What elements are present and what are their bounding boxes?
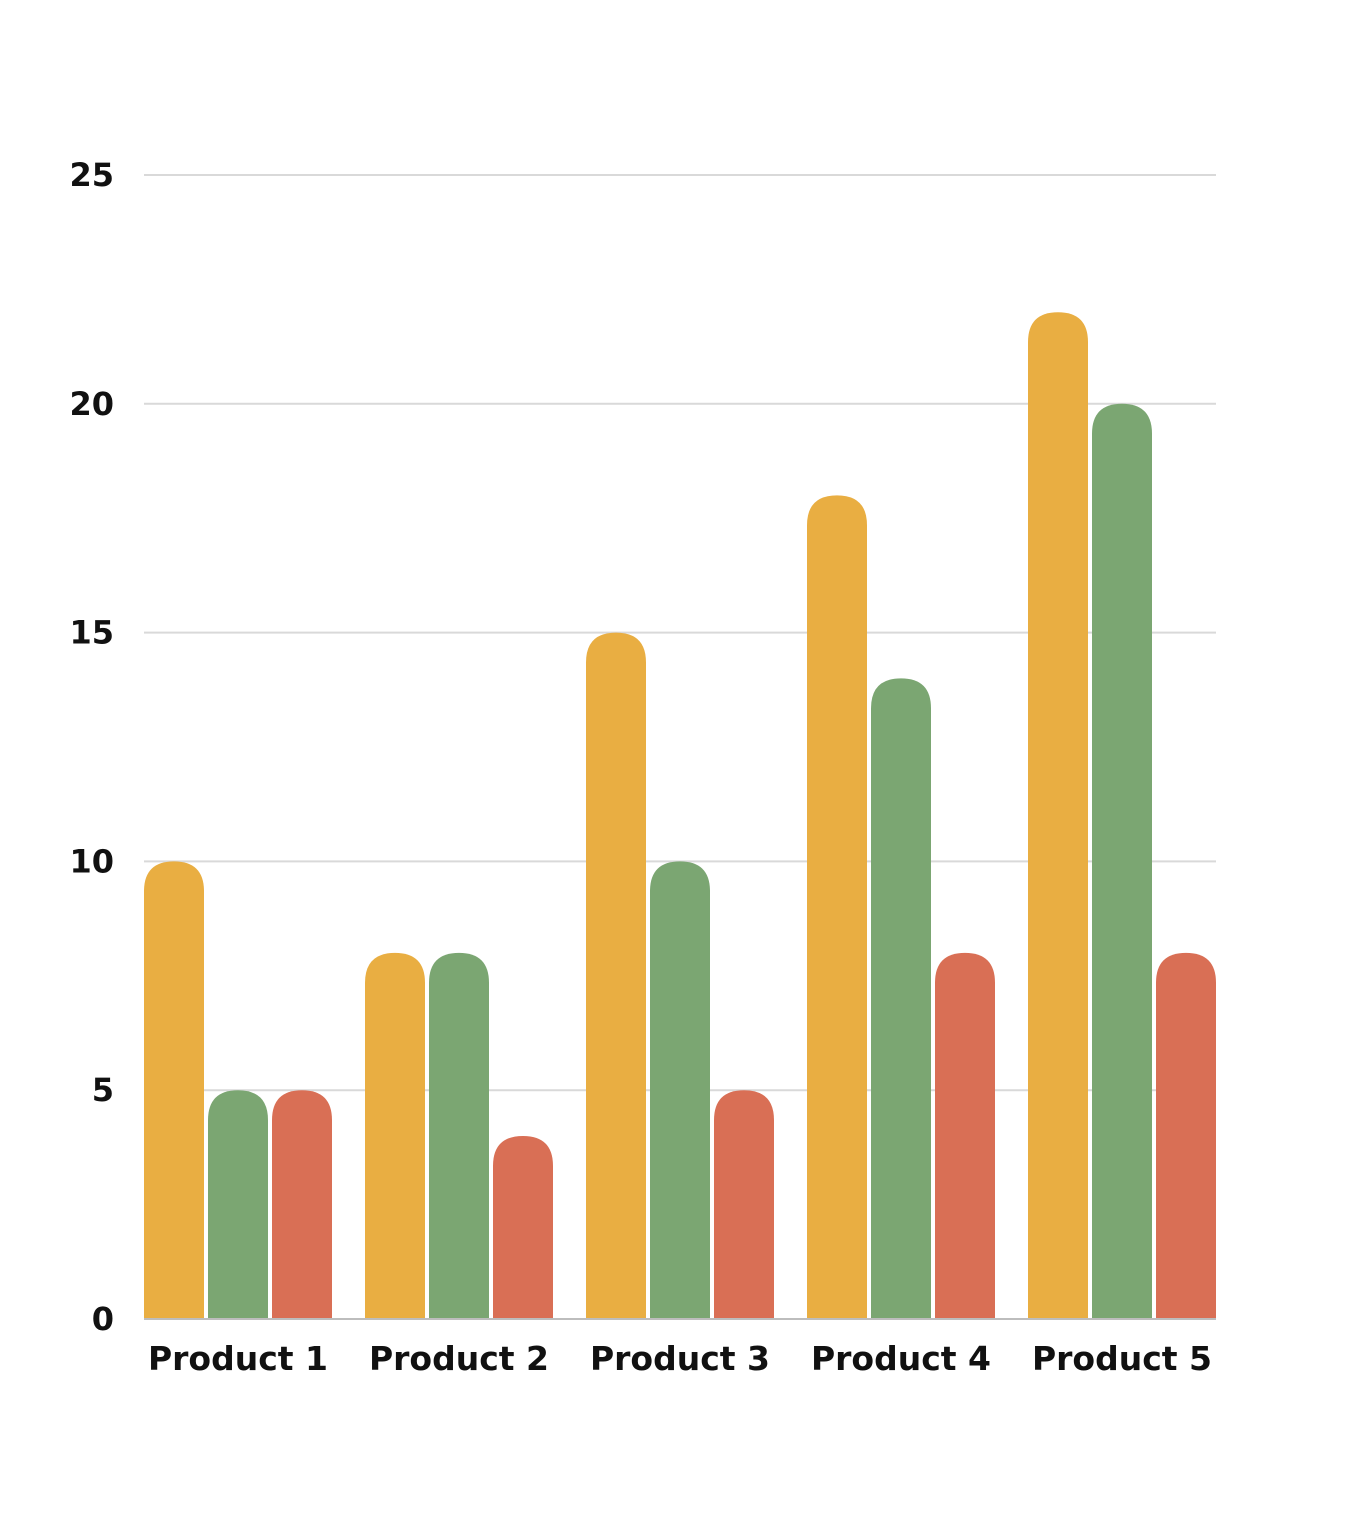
- y-tick-label: 10: [69, 842, 114, 880]
- x-category-label: Product 1: [148, 1339, 328, 1378]
- x-category-label: Product 3: [590, 1339, 770, 1378]
- bar-product-5-series-1: [1028, 312, 1088, 1319]
- bar-product-5-series-3: [1156, 952, 1216, 1319]
- x-category-label: Product 5: [1032, 1339, 1212, 1378]
- y-tick-label: 5: [92, 1071, 114, 1109]
- bar-product-1-series-3: [272, 1090, 332, 1319]
- bar-product-4-series-1: [807, 495, 867, 1319]
- bar-product-5-series-2: [1092, 403, 1152, 1319]
- bar-product-3-series-3: [714, 1090, 774, 1319]
- y-axis-ticks: 0 5 10 15 20 25: [69, 156, 114, 1338]
- y-tick-label: 20: [69, 385, 114, 423]
- bar-product-1-series-2: [208, 1090, 268, 1319]
- bar-product-2-series-2: [429, 952, 489, 1319]
- bar-product-2-series-3: [493, 1135, 553, 1319]
- x-axis-categories: Product 1 Product 2 Product 3 Product 4 Prod…: [148, 1339, 1212, 1378]
- bar-product-4-series-3: [935, 952, 995, 1319]
- y-tick-label: 25: [69, 156, 114, 194]
- x-category-label: Product 4: [811, 1339, 991, 1378]
- y-tick-label: 15: [69, 614, 114, 652]
- bar-product-1-series-1: [144, 861, 204, 1319]
- bar-product-4-series-2: [871, 678, 931, 1319]
- bars: [144, 312, 1216, 1319]
- x-category-label: Product 2: [369, 1339, 549, 1378]
- y-tick-label: 0: [92, 1300, 114, 1338]
- bar-product-2-series-1: [365, 952, 425, 1319]
- bar-product-3-series-2: [650, 861, 710, 1319]
- bar-product-3-series-1: [586, 632, 646, 1319]
